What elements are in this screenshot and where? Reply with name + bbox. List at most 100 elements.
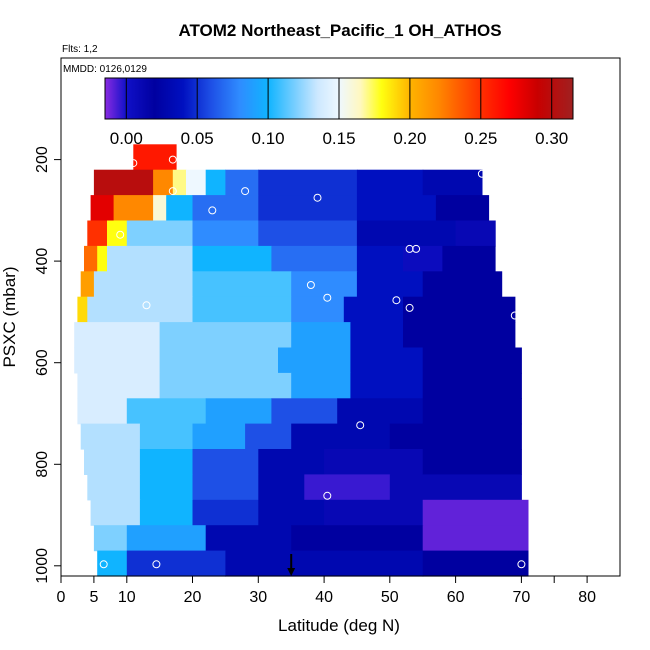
heatmap-cell (403, 296, 516, 323)
y-tick-label: 200 (34, 146, 51, 173)
heatmap-cell (403, 322, 516, 349)
colorbar-tick-label: 0.30 (535, 129, 568, 148)
plot-frame (60, 57, 621, 577)
heatmap-cell (192, 474, 259, 501)
heatmap-cell (389, 423, 522, 450)
heatmap-cell (87, 220, 108, 247)
heatmap-cell (139, 423, 194, 450)
heatmap-cell (225, 169, 259, 196)
colorbar-tick-label: 0.15 (322, 129, 355, 148)
heatmap-cell (74, 322, 161, 349)
sample-point (405, 303, 414, 312)
heatmap-cell (324, 449, 424, 475)
heatmap-cell (90, 499, 141, 526)
heatmap-cell (126, 550, 226, 577)
heatmap-cell (93, 169, 154, 196)
heatmap-cell (442, 245, 496, 272)
colorbar: 0.00 0.05 0.10 0.15 0.20 0.25 0.30 (104, 77, 574, 148)
heatmap-cell (422, 449, 522, 475)
x-tick-label: 20 (184, 589, 202, 606)
sample-point (168, 155, 177, 164)
x-tick-label: 80 (578, 589, 596, 606)
heatmap-cell (90, 195, 115, 222)
heatmap-cell (291, 296, 345, 323)
colorbar-tick-label: 0.25 (464, 129, 497, 148)
heatmap-cell (133, 144, 177, 171)
heatmap-cell (356, 220, 457, 247)
heatmap-cell (159, 372, 292, 399)
sample-point (517, 560, 526, 569)
heatmap-cell (192, 449, 259, 475)
x-tick-label: 50 (381, 589, 399, 606)
heatmap-cell (153, 169, 174, 196)
x-tick-label: 5 (89, 589, 98, 606)
sample-point (306, 281, 315, 289)
heatmap-cell (422, 169, 483, 196)
heatmap-cell (435, 195, 490, 222)
heatmap-cell (192, 499, 259, 526)
heatmap-cell (77, 398, 128, 425)
heatmap-cell (192, 271, 292, 298)
sample-point (392, 296, 401, 305)
heatmap-cell (97, 550, 128, 577)
heatmap-cell (159, 322, 292, 349)
heatmap-cell (113, 195, 154, 222)
sample-point (241, 187, 250, 196)
sample-point (412, 244, 421, 253)
heatmap-cell (126, 525, 207, 552)
colorbar-tick-label: 0.05 (181, 129, 214, 148)
x-tick-label: 10 (118, 589, 136, 606)
x-tick-label: 0 (57, 589, 66, 606)
heatmap-cell (126, 220, 194, 247)
sample-point (168, 187, 177, 196)
heatmap-cell (87, 474, 141, 501)
heatmap-cell (291, 525, 424, 552)
y-axis-title: PSXC (mbar) (0, 266, 19, 367)
heatmap-cell (291, 322, 351, 349)
sample-point (76, 175, 85, 184)
sample-point (129, 159, 138, 168)
heatmap-cell (172, 169, 187, 196)
heatmap-cell (258, 449, 325, 475)
heatmap-cell (258, 474, 305, 501)
sample-point (99, 560, 108, 569)
heatmap-cell (80, 423, 141, 450)
heatmap-cell (84, 245, 98, 272)
heatmap-cell (343, 296, 404, 323)
x-axis: 0 5 10 20 30 40 50 60 70 80 (57, 576, 596, 606)
heatmap-cell (139, 474, 194, 501)
heatmap-cell (422, 525, 529, 552)
sample-point (510, 311, 519, 320)
heatmap-cell (258, 169, 358, 196)
heatmap-cell (84, 449, 141, 475)
x-tick-label: 70 (513, 589, 531, 606)
heatmap-cell (258, 499, 325, 526)
heatmap-cell (356, 169, 424, 196)
flights-label: Flts: 1,2 (62, 44, 98, 55)
sample-point (313, 193, 322, 202)
sample-point (477, 169, 486, 178)
x-tick-label: 40 (315, 589, 333, 606)
heatmap-cell (159, 347, 279, 374)
heatmap-cell (192, 245, 272, 272)
heatmap-cell (80, 271, 95, 298)
heatmap-cell (422, 347, 522, 374)
heatmap-cell (389, 474, 522, 501)
heatmap-cell (271, 398, 338, 425)
y-tick-label: 600 (34, 349, 51, 376)
heatmap-cell (278, 347, 351, 374)
heatmap-cell (192, 423, 246, 450)
latitude-arrow (287, 554, 296, 576)
heatmap-cell (97, 245, 108, 272)
heatmap-cell (87, 296, 194, 323)
heatmap-cell (205, 169, 226, 196)
heatmap-cell (93, 525, 128, 552)
arrow-head (287, 568, 296, 576)
heatmap-cell (291, 271, 358, 298)
sample-point (323, 491, 332, 500)
x-tick-label: 30 (249, 589, 267, 606)
heatmap-cell (304, 474, 391, 501)
sample-point (323, 293, 332, 302)
heatmap-cell (422, 499, 529, 526)
heatmap-cell (422, 398, 522, 425)
